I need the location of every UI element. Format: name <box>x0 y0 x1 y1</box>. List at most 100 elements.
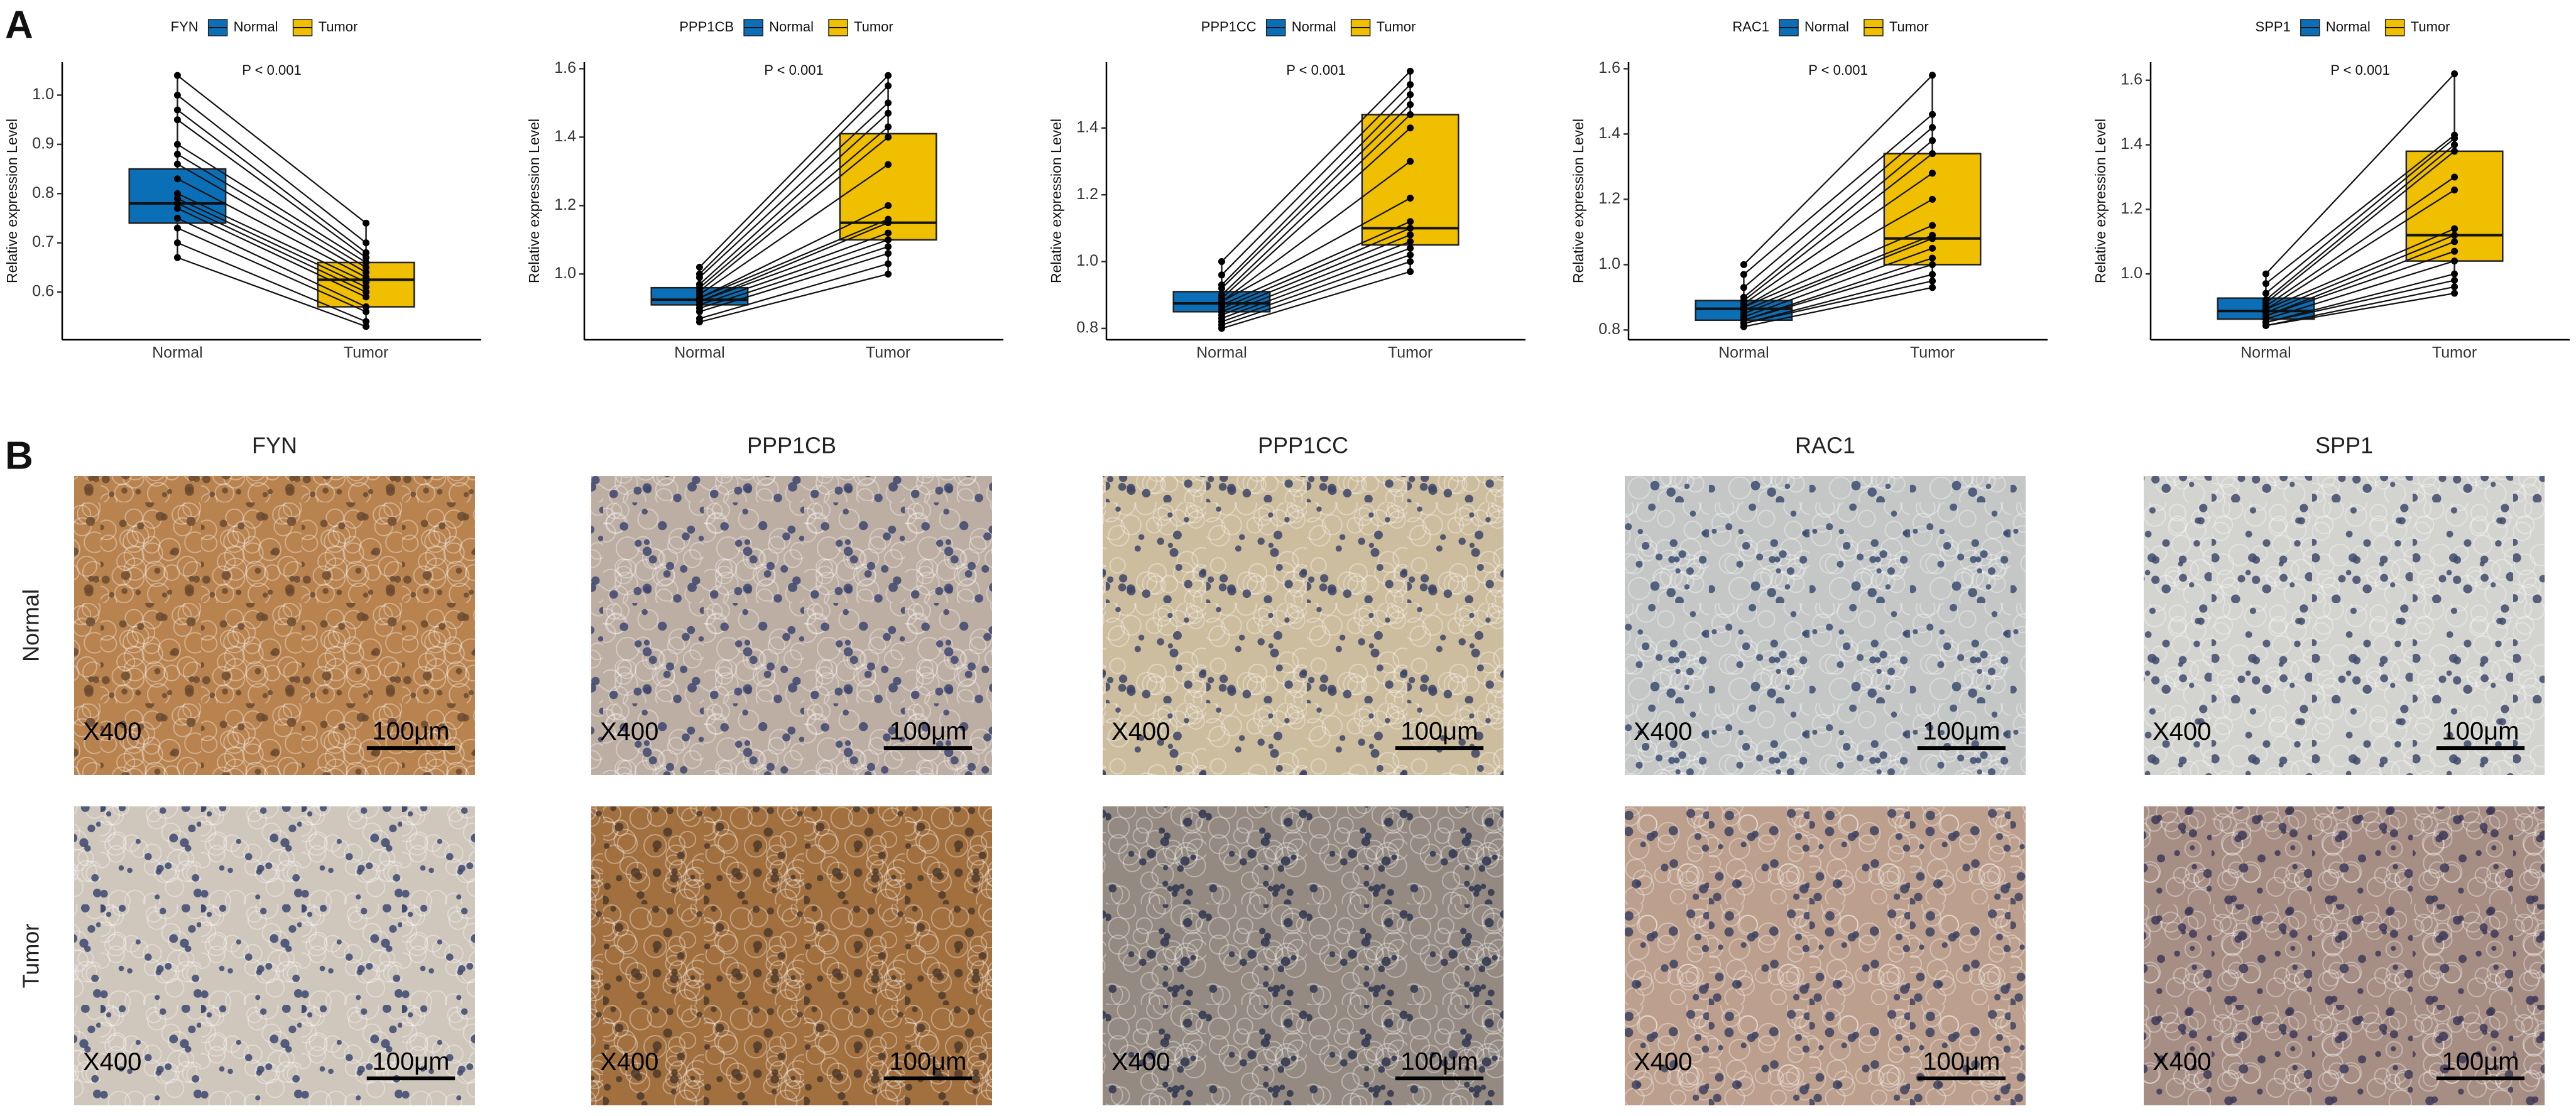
point <box>363 259 370 266</box>
point <box>885 243 892 251</box>
y-axis-label: Relative expression Level <box>2092 119 2109 283</box>
legend: RAC1 Normal Tumor <box>1732 19 1929 36</box>
pair-line <box>1221 227 1411 310</box>
pair-line <box>1743 75 1933 266</box>
pair-line <box>1744 247 1933 318</box>
point <box>173 214 181 222</box>
column-title: PPP1CC <box>1258 433 1348 458</box>
pair-line <box>699 102 889 278</box>
point <box>1740 261 1747 268</box>
point <box>1407 224 1414 232</box>
point <box>1407 238 1414 246</box>
point <box>1929 195 1936 203</box>
point <box>2262 290 2269 297</box>
pair-line <box>699 273 888 323</box>
pair-line <box>699 252 888 313</box>
pair-line <box>1743 198 1933 308</box>
point <box>2451 134 2459 142</box>
annotation: P < 0.001 <box>242 62 301 78</box>
pair-line <box>699 85 889 275</box>
pair-line <box>2266 241 2455 317</box>
magnification: X400 <box>1634 1048 1692 1076</box>
point <box>1407 124 1414 132</box>
point <box>363 293 370 301</box>
y-tick-label: 1.2 <box>554 196 576 214</box>
point <box>1740 271 1747 278</box>
pair-line <box>177 202 367 293</box>
point <box>173 254 181 261</box>
pair-line <box>1744 257 1933 321</box>
pair-line <box>1743 114 1933 275</box>
x-tick-label: Tumor <box>866 344 910 362</box>
point <box>2451 290 2459 297</box>
point <box>173 160 181 168</box>
legend-label: Normal <box>769 19 814 35</box>
pair-line <box>699 246 888 309</box>
point <box>363 273 370 281</box>
point <box>1407 251 1414 259</box>
point <box>1407 81 1414 89</box>
point <box>2262 270 2269 278</box>
legend-title: RAC1 <box>1732 19 1769 35</box>
legend-key <box>2384 19 2405 36</box>
legend-label: Normal <box>1292 19 1336 35</box>
legend-label: Tumor <box>1889 19 1929 35</box>
pair-line <box>2265 176 2455 307</box>
legend: SPP1 Normal Tumor <box>2256 19 2450 36</box>
pair-line <box>1744 237 1933 315</box>
point <box>2262 280 2269 288</box>
pair-line <box>2266 273 2455 323</box>
point <box>1929 271 1936 278</box>
point <box>173 190 181 197</box>
pair-line <box>1221 197 1411 303</box>
pair-line <box>2265 189 2455 310</box>
x-tick-label: Normal <box>674 344 725 362</box>
legend-key <box>2300 19 2320 36</box>
point <box>173 106 181 114</box>
pair-line <box>699 222 888 302</box>
y-tick-label: 0.8 <box>1076 319 1098 337</box>
point <box>2451 238 2459 246</box>
legend: FYN Normal Tumor <box>171 19 357 36</box>
point <box>363 269 370 276</box>
magnification: X400 <box>2153 1048 2211 1076</box>
legend-key <box>1864 19 1884 36</box>
plot: 1.0 1.2 1.4 1.6 Normal Tumor Relative expressi… <box>2092 19 2570 362</box>
point <box>2451 70 2459 78</box>
y-tick-label: 1.4 <box>554 127 576 145</box>
y-tick-label: 1.0 <box>2120 264 2142 282</box>
scale-bar-label: 100μm <box>2442 1048 2519 1076</box>
scale-bar-label: 100μm <box>889 1048 966 1076</box>
pair-line <box>1744 273 1933 325</box>
point <box>2451 276 2459 284</box>
pair-line <box>2265 150 2455 304</box>
y-tick-label: 1.6 <box>554 59 576 77</box>
annotation: P < 0.001 <box>1808 62 1867 78</box>
y-tick-label: 0.9 <box>32 134 54 152</box>
micrograph <box>74 476 475 775</box>
point <box>363 323 370 330</box>
pair-line <box>1221 114 1411 296</box>
legend-key <box>743 19 763 36</box>
y-axis-label: Relative expression Level <box>4 119 20 283</box>
pair-line <box>1743 127 1933 288</box>
pair-line <box>177 153 367 268</box>
point <box>173 205 181 212</box>
point <box>885 82 892 90</box>
pair-line <box>2266 292 2455 327</box>
point <box>1407 101 1414 109</box>
x-tick-label: Normal <box>152 344 203 362</box>
point <box>173 72 181 79</box>
point <box>1407 111 1414 119</box>
pair-line <box>699 239 888 306</box>
legend-label: Tumor <box>2411 19 2450 35</box>
point <box>363 249 370 256</box>
pair-line <box>177 242 366 323</box>
micrograph <box>2144 476 2545 775</box>
pair-line <box>1744 264 1933 321</box>
point <box>1929 124 1936 131</box>
x-tick-label: Normal <box>1196 344 1247 362</box>
point <box>885 109 892 117</box>
point <box>1929 72 1936 79</box>
